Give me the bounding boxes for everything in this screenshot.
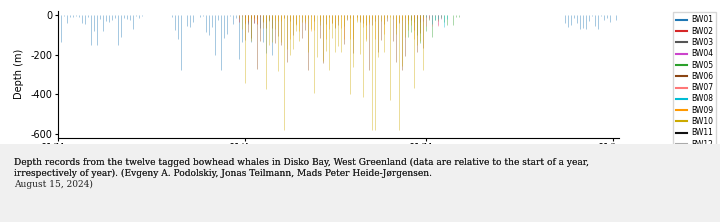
Legend: BW01, BW02, BW03, BW04, BW05, BW06, BW07, BW08, BW09, BW10, BW11, BW12: BW01, BW02, BW03, BW04, BW05, BW06, BW07… [673, 12, 716, 152]
Text: Depth records from the twelve tagged bowhead whales in Disko Bay, West Greenland: Depth records from the twelve tagged bow… [14, 158, 590, 188]
Y-axis label: Depth (m): Depth (m) [14, 49, 24, 99]
Text: Depth records from the twelve tagged bowhead whales in Disko Bay, West Greenland: Depth records from the twelve tagged bow… [14, 158, 590, 178]
